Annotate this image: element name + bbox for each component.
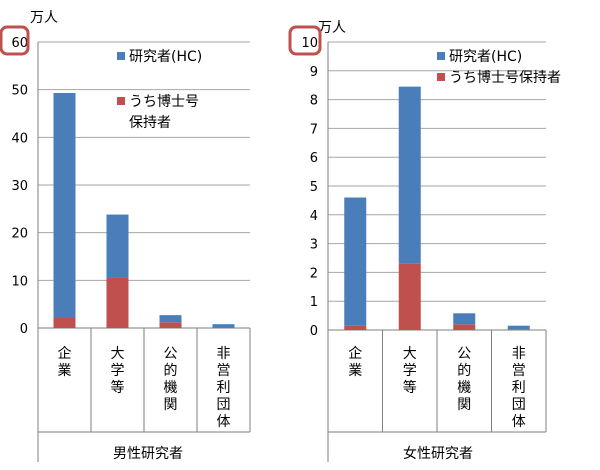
male-y-ticks: 0 10 20 30 40 50 60 [11,36,28,337]
f-y-tick-label: 9 [310,65,318,80]
m-bar-hc [53,93,76,318]
male-category-labels: 企業 大学等 公的機関 非営利団体 [58,345,231,430]
female-legend-swatch-phd [437,73,445,81]
female-legend-label-hc: 研究者(HC) [449,49,522,65]
female-category-dividers [328,330,547,433]
f-y-tick-label: 5 [310,180,318,195]
female-panel-title: 女性研究者 [403,445,473,462]
f-bar-hc [398,86,421,264]
female-chart-panel: 0 1 2 3 4 5 6 7 8 9 10 万人 企業 大学等 公的機関 非営利団体 女性研究者 研究者… [288,20,561,462]
male-legend-label-phd-line2: 保持者 [129,115,171,131]
m-y-tick-label: 40 [11,131,28,146]
m-bar-phd [212,327,235,328]
m-category-label: 企業 [58,345,72,379]
male-ymax-highlight [0,25,30,56]
male-legend: 研究者(HC) うち博士号 保持者 [117,49,202,131]
f-y-tick-label: 4 [310,209,318,224]
male-bars [53,93,235,328]
m-bar-phd [53,317,76,328]
f-bar-phd [453,324,476,330]
f-y-tick-label: 10 [301,36,318,51]
f-y-tick-label: 7 [310,122,318,137]
m-y-tick-label: 0 [20,322,28,337]
m-y-tick-label: 20 [11,227,28,242]
f-y-tick-label: 3 [310,238,318,253]
female-ymax-highlight [288,25,322,56]
male-legend-label-phd-line1: うち博士号 [129,93,199,110]
m-bar-phd [106,277,129,328]
female-y-ticks: 0 1 2 3 4 5 6 7 8 9 10 [301,36,318,339]
f-bar-hc [344,197,367,326]
f-y-tick-label: 8 [310,94,318,109]
f-bar-phd [507,329,530,330]
m-bar-hc [106,214,129,278]
f-bar-hc [453,313,476,325]
f-category-label: 公的機関 [457,346,471,413]
male-legend-swatch-phd [117,97,125,105]
m-y-tick-label: 60 [11,36,28,51]
m-category-label: 非営利団体 [217,346,231,430]
male-unit-label: 万人 [30,10,58,26]
f-bar-phd [344,325,367,330]
male-panel-title: 男性研究者 [113,446,183,462]
f-y-tick-label: 6 [310,151,318,166]
f-category-label: 大学等 [403,346,417,396]
m-y-tick-label: 30 [11,179,28,194]
male-chart-panel: 0 10 20 30 40 50 60 万人 企業 大学等 公的機関 非営利団体 男性研究者 研究… [0,10,251,462]
f-y-tick-label: 2 [310,266,318,281]
male-legend-label-hc: 研究者(HC) [129,49,202,65]
male-category-dividers [38,328,251,433]
f-bar-phd [398,263,421,330]
female-unit-label: 万人 [318,20,346,36]
male-legend-swatch-hc [117,52,125,60]
female-legend-swatch-hc [437,52,445,60]
m-category-label: 公的機関 [164,346,178,413]
m-bar-hc [212,324,235,328]
m-y-tick-label: 50 [11,84,28,99]
f-y-tick-label: 0 [310,324,318,339]
female-category-labels: 企業 大学等 公的機関 非営利団体 [348,345,526,430]
female-legend: 研究者(HC) うち博士号保持者 [437,49,561,86]
m-bar-phd [159,322,182,328]
female-bars [344,86,530,330]
m-bar-hc [159,315,182,323]
female-legend-label-phd: うち博士号保持者 [449,69,561,86]
f-bar-hc [507,325,530,330]
f-category-label: 企業 [348,345,362,379]
f-category-label: 非営利団体 [512,346,526,430]
m-y-tick-label: 10 [11,274,28,289]
f-y-tick-label: 1 [310,295,318,310]
m-category-label: 大学等 [111,346,125,396]
